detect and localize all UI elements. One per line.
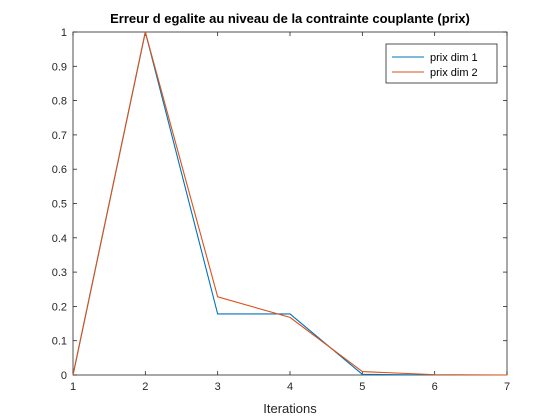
plot-area: 1 2 3 4 5 6 7 0 0.1 0.2 0.3 0.4 0.5 0.6 0.7 0.8 0.9 1 prix… <box>52 27 510 393</box>
y-tick-label: 0.9 <box>52 61 67 73</box>
y-tick-label: 0.8 <box>52 96 67 108</box>
legend-box <box>385 43 498 84</box>
x-tick-label: 3 <box>215 381 221 393</box>
legend-label-2: prix dim 2 <box>430 67 478 79</box>
y-tick-label: 0.5 <box>52 199 67 211</box>
y-tick-label: 0.6 <box>52 164 67 176</box>
x-tick-label: 2 <box>142 381 148 393</box>
x-tick-label: 4 <box>287 381 293 393</box>
axes-box <box>72 31 508 376</box>
y-tick-label: 0 <box>61 370 67 382</box>
y-tick-label: 0.4 <box>52 233 67 245</box>
chart-title: Erreur d egalite au niveau de la contrai… <box>110 11 470 26</box>
x-tick-label: 5 <box>359 381 365 393</box>
y-tick-label: 0.2 <box>52 301 67 313</box>
x-tick-label: 7 <box>504 381 510 393</box>
x-tick-label: 1 <box>70 381 76 393</box>
y-tick-label: 0.1 <box>52 336 67 348</box>
legend-label-1: prix dim 1 <box>430 52 478 64</box>
x-axis-label: Iterations <box>263 401 317 416</box>
y-tick-label: 1 <box>61 27 67 39</box>
x-tick-label: 6 <box>432 381 438 393</box>
y-tick-label: 0.7 <box>52 130 67 142</box>
series-line-2 <box>72 31 508 376</box>
y-tick-label: 0.3 <box>52 267 67 279</box>
